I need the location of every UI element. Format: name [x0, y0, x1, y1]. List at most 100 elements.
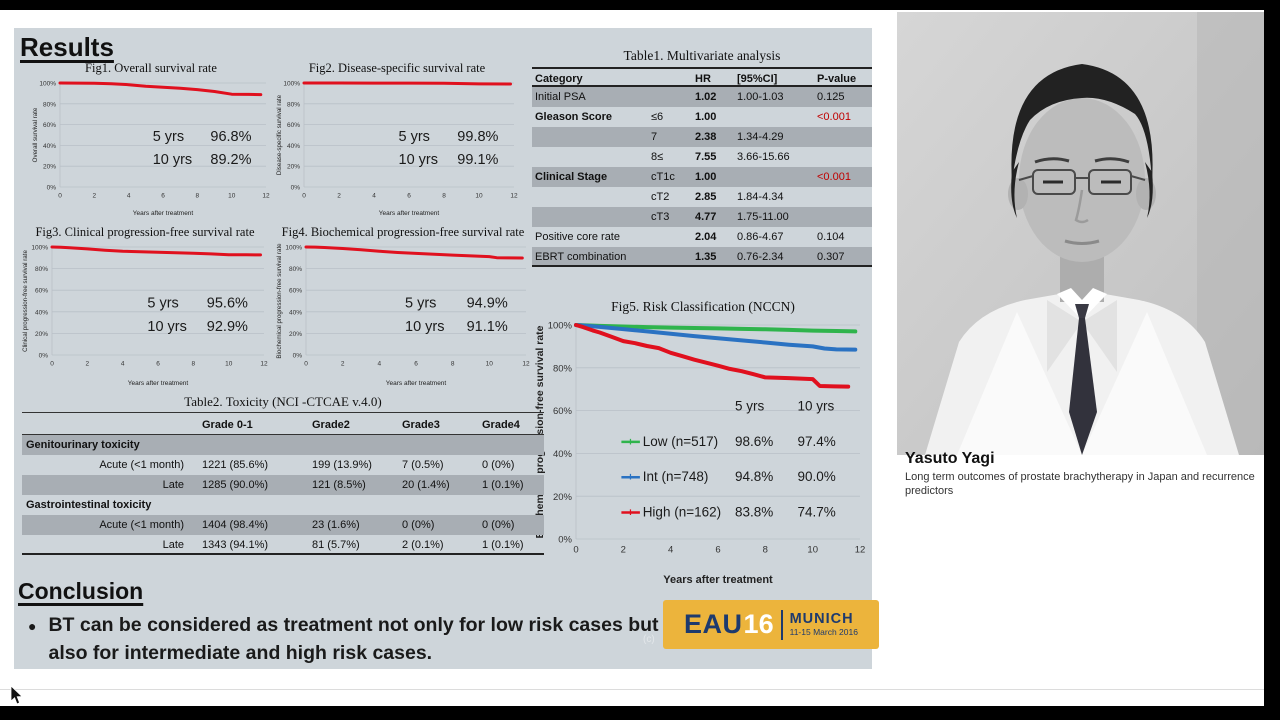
- speaker-name: Yasuto Yagi: [905, 450, 995, 467]
- svg-text:20%: 20%: [553, 492, 573, 503]
- svg-text:94.9%: 94.9%: [467, 296, 508, 312]
- svg-text:High (n=162): High (n=162): [643, 505, 721, 520]
- conclusion-text: BT can be considered as treatment not on…: [48, 614, 659, 664]
- svg-text:Years after treatment: Years after treatment: [128, 380, 189, 387]
- svg-text:Years after treatment: Years after treatment: [663, 574, 773, 586]
- svg-text:5 yrs: 5 yrs: [147, 296, 178, 312]
- svg-text:10 yrs: 10 yrs: [147, 319, 187, 335]
- svg-text:5 yrs: 5 yrs: [735, 399, 765, 414]
- svg-text:4: 4: [372, 193, 376, 200]
- fig3-panel: Fig3. Clinical progression-free survival…: [18, 224, 272, 394]
- fig4-title: Fig4. Biochemical progression-free survi…: [281, 225, 525, 239]
- svg-text:80%: 80%: [553, 363, 573, 374]
- svg-text:60%: 60%: [289, 288, 302, 295]
- results-heading: Results: [20, 32, 114, 62]
- svg-text:80%: 80%: [43, 101, 56, 108]
- conclusion-heading: Conclusion: [18, 578, 144, 604]
- mouse-cursor: [10, 686, 23, 705]
- svg-text:0%: 0%: [47, 185, 57, 192]
- svg-text:20%: 20%: [43, 164, 56, 171]
- svg-text:2: 2: [92, 193, 96, 200]
- fig3-clinical-pfs-chart: 0% 20% 40% 60% 80% 100% 0 2 4 6 8 10 12 Years after t…: [22, 245, 268, 388]
- svg-text:12: 12: [522, 361, 530, 368]
- svg-text:40%: 40%: [287, 143, 300, 150]
- svg-text:Int (n=748): Int (n=748): [643, 469, 709, 484]
- svg-text:0: 0: [302, 193, 306, 200]
- svg-text:5 yrs: 5 yrs: [153, 129, 184, 145]
- svg-text:4: 4: [121, 361, 125, 368]
- presentation-slide: Results Fig1. Overall survival rate 0% 20…: [14, 28, 879, 669]
- svg-text:0%: 0%: [558, 535, 572, 546]
- svg-text:10 yrs: 10 yrs: [399, 152, 439, 168]
- svg-text:Clinical progression-free surv: Clinical progression-free survival rate: [22, 250, 29, 352]
- svg-text:74.7%: 74.7%: [798, 505, 836, 520]
- fig2-title: Fig2. Disease-specific survival rate: [308, 61, 486, 75]
- svg-text:97.4%: 97.4%: [798, 434, 836, 449]
- table2-title: Table2. Toxicity (NCI -CTCAE v.4.0): [22, 394, 544, 413]
- svg-text:0%: 0%: [39, 353, 49, 360]
- svg-text:100%: 100%: [283, 81, 300, 88]
- svg-text:+: +: [627, 436, 633, 448]
- svg-text:96.8%: 96.8%: [210, 129, 251, 145]
- speaker-info: Yasuto Yagi Long term outcomes of prosta…: [905, 450, 1257, 499]
- svg-text:95.6%: 95.6%: [207, 296, 248, 312]
- svg-text:10 yrs: 10 yrs: [798, 399, 835, 414]
- svg-text:10: 10: [475, 193, 483, 200]
- svg-text:12: 12: [855, 545, 866, 556]
- svg-text:0: 0: [50, 361, 54, 368]
- svg-text:40%: 40%: [43, 143, 56, 150]
- speaker-talk-title: Long term outcomes of prostate brachythe…: [905, 471, 1255, 498]
- fig2-disease-specific-survival-chart: 0% 20% 40% 60% 80% 100% 0 2 4 6 8 10 12 Years after t…: [276, 81, 518, 218]
- eau-logo-dates: 11-15 March 2016: [789, 627, 858, 637]
- eau-logo-text: EAU: [684, 609, 743, 639]
- svg-text:6: 6: [161, 193, 165, 200]
- svg-text:4: 4: [127, 193, 131, 200]
- svg-text:80%: 80%: [287, 101, 300, 108]
- bullet-icon: ●: [28, 618, 37, 634]
- svg-text:5 yrs: 5 yrs: [399, 129, 430, 145]
- conclusion-bullet: ● BT can be considered as treatment not …: [28, 612, 668, 667]
- eau-logo-year: 16: [743, 609, 774, 639]
- svg-text:Low (n=517): Low (n=517): [643, 434, 718, 449]
- svg-text:8: 8: [191, 361, 195, 368]
- svg-text:98.6%: 98.6%: [735, 434, 773, 449]
- svg-text:Years after treatment: Years after treatment: [386, 380, 447, 387]
- svg-text:99.1%: 99.1%: [457, 152, 498, 168]
- svg-text:Years after treatment: Years after treatment: [379, 210, 440, 217]
- fig1-overall-survival-chart: 0% 20% 40% 60% 80% 100% 0 2 4 6 8 10 12 Years after t…: [32, 81, 270, 218]
- svg-text:20%: 20%: [35, 331, 48, 338]
- svg-text:0: 0: [573, 545, 578, 556]
- svg-text:+: +: [627, 472, 633, 484]
- svg-text:99.8%: 99.8%: [457, 129, 498, 145]
- eau-logo-city: MUNICH: [789, 611, 854, 627]
- svg-text:60%: 60%: [553, 406, 573, 417]
- svg-text:6: 6: [156, 361, 160, 368]
- svg-text:12: 12: [262, 193, 270, 200]
- eau-logo-divider: [780, 609, 783, 640]
- svg-text:8: 8: [451, 361, 455, 368]
- fig1-title: Fig1. Overall survival rate: [85, 61, 217, 75]
- fig4-panel: Fig4. Biochemical progression-free survi…: [272, 224, 534, 394]
- table2-toxicity: Table2. Toxicity (NCI -CTCAE v.4.0) Grad…: [22, 394, 544, 555]
- svg-text:+: +: [627, 507, 633, 519]
- fig2-panel: Fig2. Disease-specific survival rate 0% 2…: [272, 60, 522, 224]
- svg-text:100%: 100%: [39, 81, 56, 88]
- svg-text:6: 6: [715, 545, 720, 556]
- speaker-photo: [897, 12, 1264, 455]
- svg-text:8: 8: [442, 193, 446, 200]
- svg-text:89.2%: 89.2%: [210, 152, 251, 168]
- table1-title: Table1. Multivariate analysis: [623, 48, 781, 63]
- svg-text:10: 10: [228, 193, 236, 200]
- copyright-watermark: (c): [643, 634, 655, 645]
- fig3-title: Fig3. Clinical progression-free survival…: [35, 225, 255, 239]
- letterbox-bottom: [0, 706, 1280, 720]
- svg-text:80%: 80%: [289, 266, 302, 273]
- svg-text:91.1%: 91.1%: [467, 319, 508, 335]
- svg-text:10 yrs: 10 yrs: [153, 152, 193, 168]
- svg-text:6: 6: [407, 193, 411, 200]
- fig5-title: Fig5. Risk Classification (NCCN): [611, 299, 795, 314]
- fig1-panel: Fig1. Overall survival rate 0% 20% 40% 60% 8…: [28, 60, 274, 224]
- svg-text:0%: 0%: [293, 353, 303, 360]
- svg-text:2: 2: [341, 361, 345, 368]
- svg-text:94.8%: 94.8%: [735, 469, 773, 484]
